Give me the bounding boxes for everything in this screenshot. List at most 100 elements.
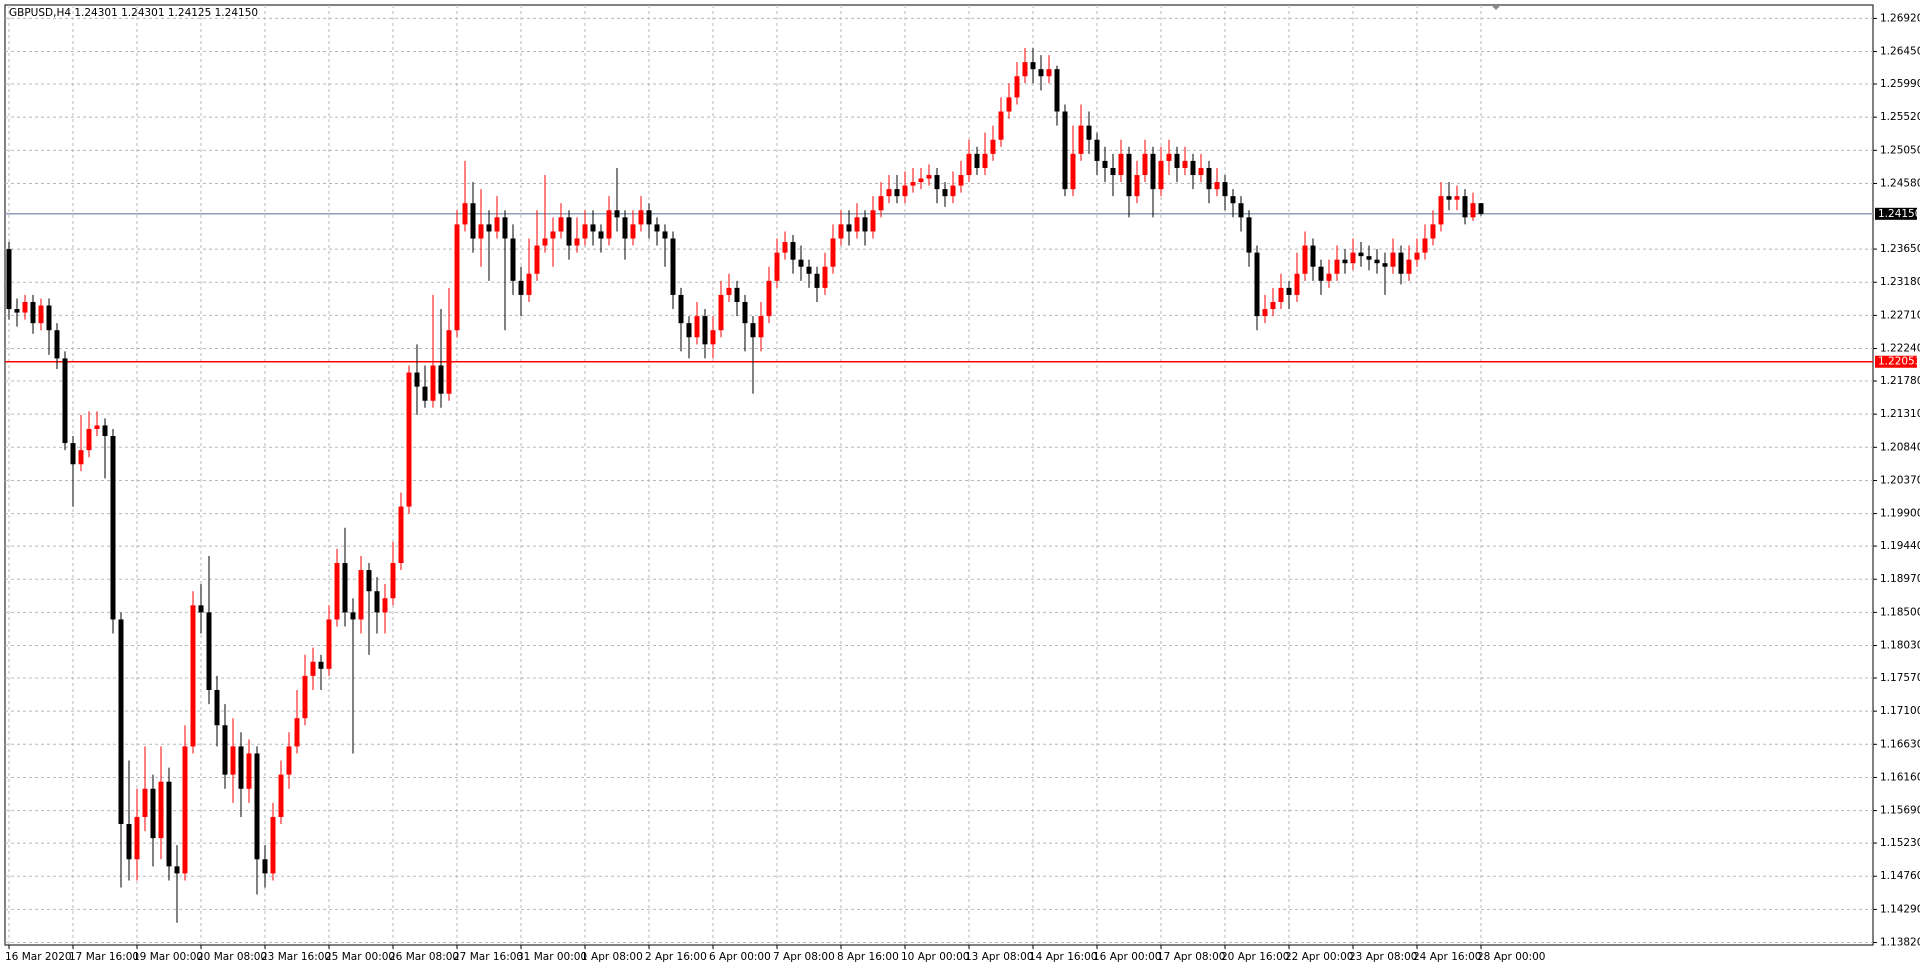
- candle-body: [1054, 69, 1060, 112]
- x-tick-label: 26 Mar 08:00: [389, 951, 459, 963]
- x-tick-label: 22 Apr 00:00: [1285, 951, 1353, 963]
- candle-body: [1238, 203, 1244, 218]
- y-tick-label: 1.23650: [1880, 243, 1920, 255]
- x-tick-label: 14 Apr 16:00: [1029, 951, 1097, 963]
- price-label-box: [1875, 355, 1917, 368]
- candle-body: [254, 753, 260, 860]
- candle-body: [342, 563, 348, 613]
- candle-body: [774, 252, 780, 281]
- candle-body: [1262, 309, 1268, 317]
- candle-body: [1326, 273, 1332, 281]
- candle-body: [430, 365, 436, 401]
- candle-body: [54, 330, 60, 359]
- candle-body: [966, 153, 972, 176]
- candle-body: [886, 189, 892, 197]
- candle-body: [1270, 301, 1276, 310]
- candle-body: [702, 316, 708, 345]
- candle-body: [950, 185, 956, 197]
- candle-body: [550, 231, 556, 239]
- y-tick-label: 1.14290: [1880, 903, 1920, 915]
- y-tick-label: 1.15690: [1880, 805, 1920, 817]
- candle-body: [1254, 252, 1260, 317]
- y-tick-label: 1.18500: [1880, 606, 1920, 618]
- candle-body: [126, 824, 132, 860]
- x-tick-label: 19 Mar 00:00: [133, 951, 203, 963]
- x-tick-label: 20 Mar 08:00: [197, 951, 267, 963]
- candle-body: [854, 217, 860, 232]
- candle-body: [1070, 153, 1076, 190]
- candle-body: [278, 774, 284, 817]
- candle-body: [1366, 256, 1372, 260]
- candle-body: [1206, 167, 1212, 190]
- candle-body: [1406, 259, 1412, 274]
- candle-body: [1230, 196, 1236, 204]
- y-tick-label: 1.19440: [1880, 540, 1920, 552]
- candle-body: [606, 210, 612, 239]
- x-tick-label: 24 Apr 16:00: [1413, 951, 1481, 963]
- candle-body: [758, 316, 764, 338]
- candle-body: [134, 816, 140, 860]
- candle-body: [1462, 196, 1468, 218]
- y-tick-label: 1.24580: [1880, 177, 1920, 189]
- candle-body: [686, 323, 692, 338]
- candle-body: [446, 330, 452, 394]
- candle-body: [1398, 252, 1404, 274]
- candle-body: [798, 259, 804, 267]
- candle-body: [646, 210, 652, 225]
- y-tick-label: 1.23180: [1880, 276, 1920, 288]
- candle-body: [22, 301, 28, 313]
- candle-body: [406, 372, 412, 507]
- candle-body: [822, 266, 828, 288]
- x-tick-label: 23 Apr 08:00: [1349, 951, 1417, 963]
- candle-body: [118, 619, 124, 825]
- candle-body: [1110, 167, 1116, 176]
- y-tick-label: 1.16160: [1880, 771, 1920, 783]
- candle-body: [390, 563, 396, 599]
- candle-body: [1342, 259, 1348, 264]
- candle-body: [526, 273, 532, 295]
- candle-body: [102, 425, 108, 437]
- candle-body: [1118, 153, 1124, 176]
- candle-body: [1430, 224, 1436, 239]
- candle-body: [910, 182, 916, 186]
- candle-body: [1198, 167, 1204, 176]
- candle-body: [214, 689, 220, 726]
- candle-body: [414, 372, 420, 387]
- candle-body: [1142, 153, 1148, 176]
- x-tick-label: 1 Apr 08:00: [581, 951, 643, 963]
- candle-body: [142, 788, 148, 817]
- chart-shift-marker[interactable]: [1491, 5, 1501, 10]
- candle-body: [1390, 252, 1396, 267]
- candle-body: [1062, 111, 1068, 190]
- y-tick-label: 1.19900: [1880, 508, 1920, 520]
- candle-body: [1446, 196, 1452, 200]
- chart-title: GBPUSD,H4 1.24301 1.24301 1.24125 1.2415…: [9, 7, 258, 19]
- candle-body: [294, 718, 300, 747]
- candle-body: [70, 443, 76, 465]
- candle-body: [766, 280, 772, 317]
- candle-body: [1126, 153, 1132, 197]
- candle-body: [6, 249, 12, 310]
- x-tick-label: 20 Apr 16:00: [1221, 951, 1289, 963]
- candle-body: [30, 301, 36, 324]
- candle-body: [86, 428, 92, 451]
- candle-body: [302, 675, 308, 719]
- x-tick-label: 27 Mar 16:00: [453, 951, 523, 963]
- x-tick-label: 16 Mar 2020: [5, 951, 72, 963]
- x-tick-label: 17 Mar 16:00: [69, 951, 139, 963]
- candle-body: [1294, 273, 1300, 295]
- plot-frame: [4, 4, 1874, 946]
- x-tick-label: 25 Mar 00:00: [325, 951, 395, 963]
- candle-body: [1006, 97, 1012, 112]
- candle-body: [1478, 203, 1484, 214]
- candle-body: [374, 591, 380, 613]
- candle-body: [1358, 252, 1364, 257]
- x-tick-label: 28 Apr 00:00: [1477, 951, 1545, 963]
- candle-body: [198, 605, 204, 613]
- candle-body: [662, 231, 668, 239]
- candle-body: [1158, 160, 1164, 190]
- x-tick-label: 31 Mar 00:00: [517, 951, 587, 963]
- candle-body: [318, 661, 324, 669]
- y-tick-label: 1.22240: [1880, 343, 1920, 355]
- x-tick-label: 16 Apr 00:00: [1093, 951, 1161, 963]
